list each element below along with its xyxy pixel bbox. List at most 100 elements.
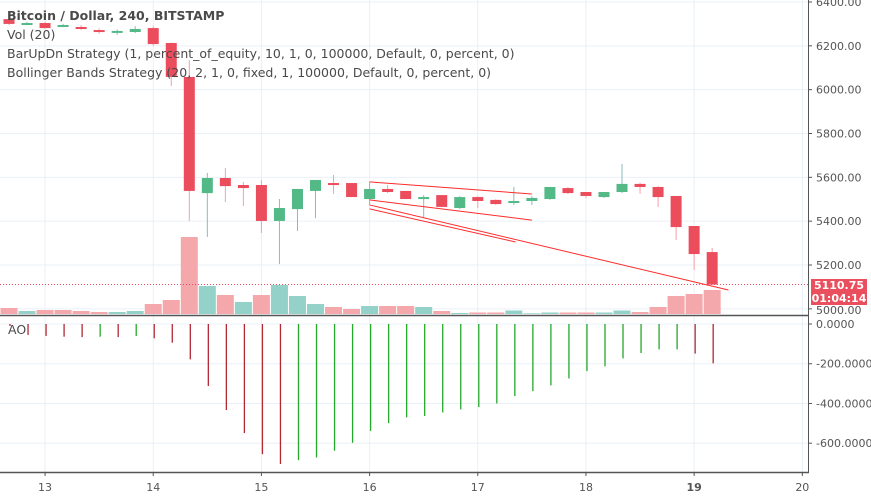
candle-body[interactable] — [255, 185, 267, 221]
strategy-trade-line — [369, 181, 532, 195]
volume-bar — [162, 300, 180, 314]
candle-body[interactable] — [634, 183, 646, 187]
price-axis-label: 6200.00 — [816, 40, 862, 53]
strategy-trade-line — [369, 204, 729, 291]
candle-body[interactable] — [21, 23, 33, 26]
candle-body[interactable] — [382, 188, 394, 193]
volume-bar — [451, 313, 469, 314]
candle-body[interactable] — [328, 183, 340, 186]
candle-body[interactable] — [418, 197, 430, 200]
price-axis-label: 5800.00 — [816, 128, 862, 141]
candle-body[interactable] — [129, 28, 141, 33]
ao-axis-label: 0.0000 — [816, 318, 855, 331]
candle-body[interactable] — [652, 186, 664, 198]
candle-body[interactable] — [670, 195, 682, 228]
ao-indicator-label[interactable]: AO — [8, 322, 27, 337]
volume-bar — [126, 311, 144, 314]
candle-body[interactable] — [508, 201, 520, 204]
volume-bar — [415, 307, 433, 314]
volume-bar — [361, 306, 379, 314]
candle-body[interactable] — [580, 192, 592, 196]
candle-body[interactable] — [165, 42, 177, 77]
time-axis-label: 19 — [686, 481, 701, 494]
candle-body[interactable] — [291, 188, 303, 210]
ao-axis-label: -600.0000 — [816, 437, 871, 450]
candle-body[interactable] — [544, 186, 556, 200]
candle-body[interactable] — [111, 30, 123, 33]
candle-body[interactable] — [562, 188, 574, 194]
candle-body[interactable] — [598, 192, 610, 198]
price-axis-label: 5200.00 — [816, 259, 862, 272]
volume-bar — [288, 296, 306, 314]
price-axis-label: 5000.00 — [816, 304, 862, 317]
candle-body[interactable] — [147, 28, 159, 45]
time-axis-label: 16 — [363, 481, 377, 494]
volume-bar — [180, 237, 198, 314]
price-axis-label: 6400.00 — [816, 0, 862, 9]
bar-countdown-label: 01:04:14 — [811, 292, 867, 305]
time-axis-label: 18 — [579, 481, 593, 494]
candle-body[interactable] — [183, 76, 195, 191]
candle-body[interactable] — [310, 179, 322, 191]
volume-bar — [469, 312, 487, 314]
volume-bar — [198, 286, 216, 314]
volume-bar — [433, 311, 451, 314]
candle-body[interactable] — [57, 25, 69, 28]
last-price-label: 5110.75 — [811, 279, 867, 292]
candle-body[interactable] — [75, 26, 87, 29]
volume-bar — [613, 310, 631, 314]
volume-bar — [649, 307, 667, 314]
candle-body[interactable] — [490, 199, 502, 205]
price-axis-label: 5600.00 — [816, 171, 862, 184]
candle-body[interactable] — [273, 208, 285, 221]
candle-body[interactable] — [201, 177, 213, 194]
volume-bar — [397, 306, 415, 314]
time-axis-label: 17 — [471, 481, 485, 494]
volume-bar — [0, 308, 18, 314]
volume-bar — [541, 312, 559, 314]
candle-body[interactable] — [454, 197, 466, 209]
volume-bar — [703, 290, 721, 314]
candle-body[interactable] — [472, 197, 484, 202]
volume-bar — [72, 311, 90, 314]
candle-body[interactable] — [706, 252, 718, 285]
candle-body[interactable] — [3, 19, 15, 24]
volume-bar — [379, 306, 397, 314]
candle-body[interactable] — [219, 177, 231, 187]
candle-body[interactable] — [237, 185, 249, 189]
time-axis-label: 15 — [254, 481, 268, 494]
volume-bar — [90, 312, 108, 314]
candle-body[interactable] — [436, 195, 448, 207]
volume-bar — [144, 304, 162, 314]
volume-bar — [252, 295, 270, 314]
volume-bar — [685, 294, 703, 314]
candle-body[interactable] — [346, 183, 358, 198]
volume-bar — [343, 309, 361, 314]
volume-bar — [631, 312, 649, 314]
price-axis-label: 5400.00 — [816, 215, 862, 228]
strategy-trade-line — [369, 208, 516, 243]
candle-body[interactable] — [400, 190, 412, 200]
candle-body[interactable] — [688, 225, 700, 255]
volume-bar — [487, 312, 505, 314]
time-axis-label: 13 — [38, 481, 52, 494]
candle-body[interactable] — [364, 188, 376, 200]
volume-bar — [577, 312, 595, 314]
volume-bar — [595, 312, 613, 314]
strategy-trade-line — [369, 199, 532, 221]
volume-bar — [505, 310, 523, 314]
volume-bar — [667, 296, 685, 314]
volume-bar — [216, 295, 234, 314]
time-axis-label: 14 — [146, 481, 160, 494]
volume-bar — [559, 312, 577, 314]
ao-axis-label: -200.0000 — [816, 358, 871, 371]
time-axis-label: 20 — [795, 481, 809, 494]
volume-bar — [18, 311, 36, 314]
volume-bar — [270, 285, 288, 314]
candle-body[interactable] — [526, 197, 538, 202]
candle-body[interactable] — [39, 23, 51, 29]
candle-body[interactable] — [616, 183, 628, 193]
price-axis-label: 6000.00 — [816, 84, 862, 97]
candle-body[interactable] — [93, 30, 105, 33]
